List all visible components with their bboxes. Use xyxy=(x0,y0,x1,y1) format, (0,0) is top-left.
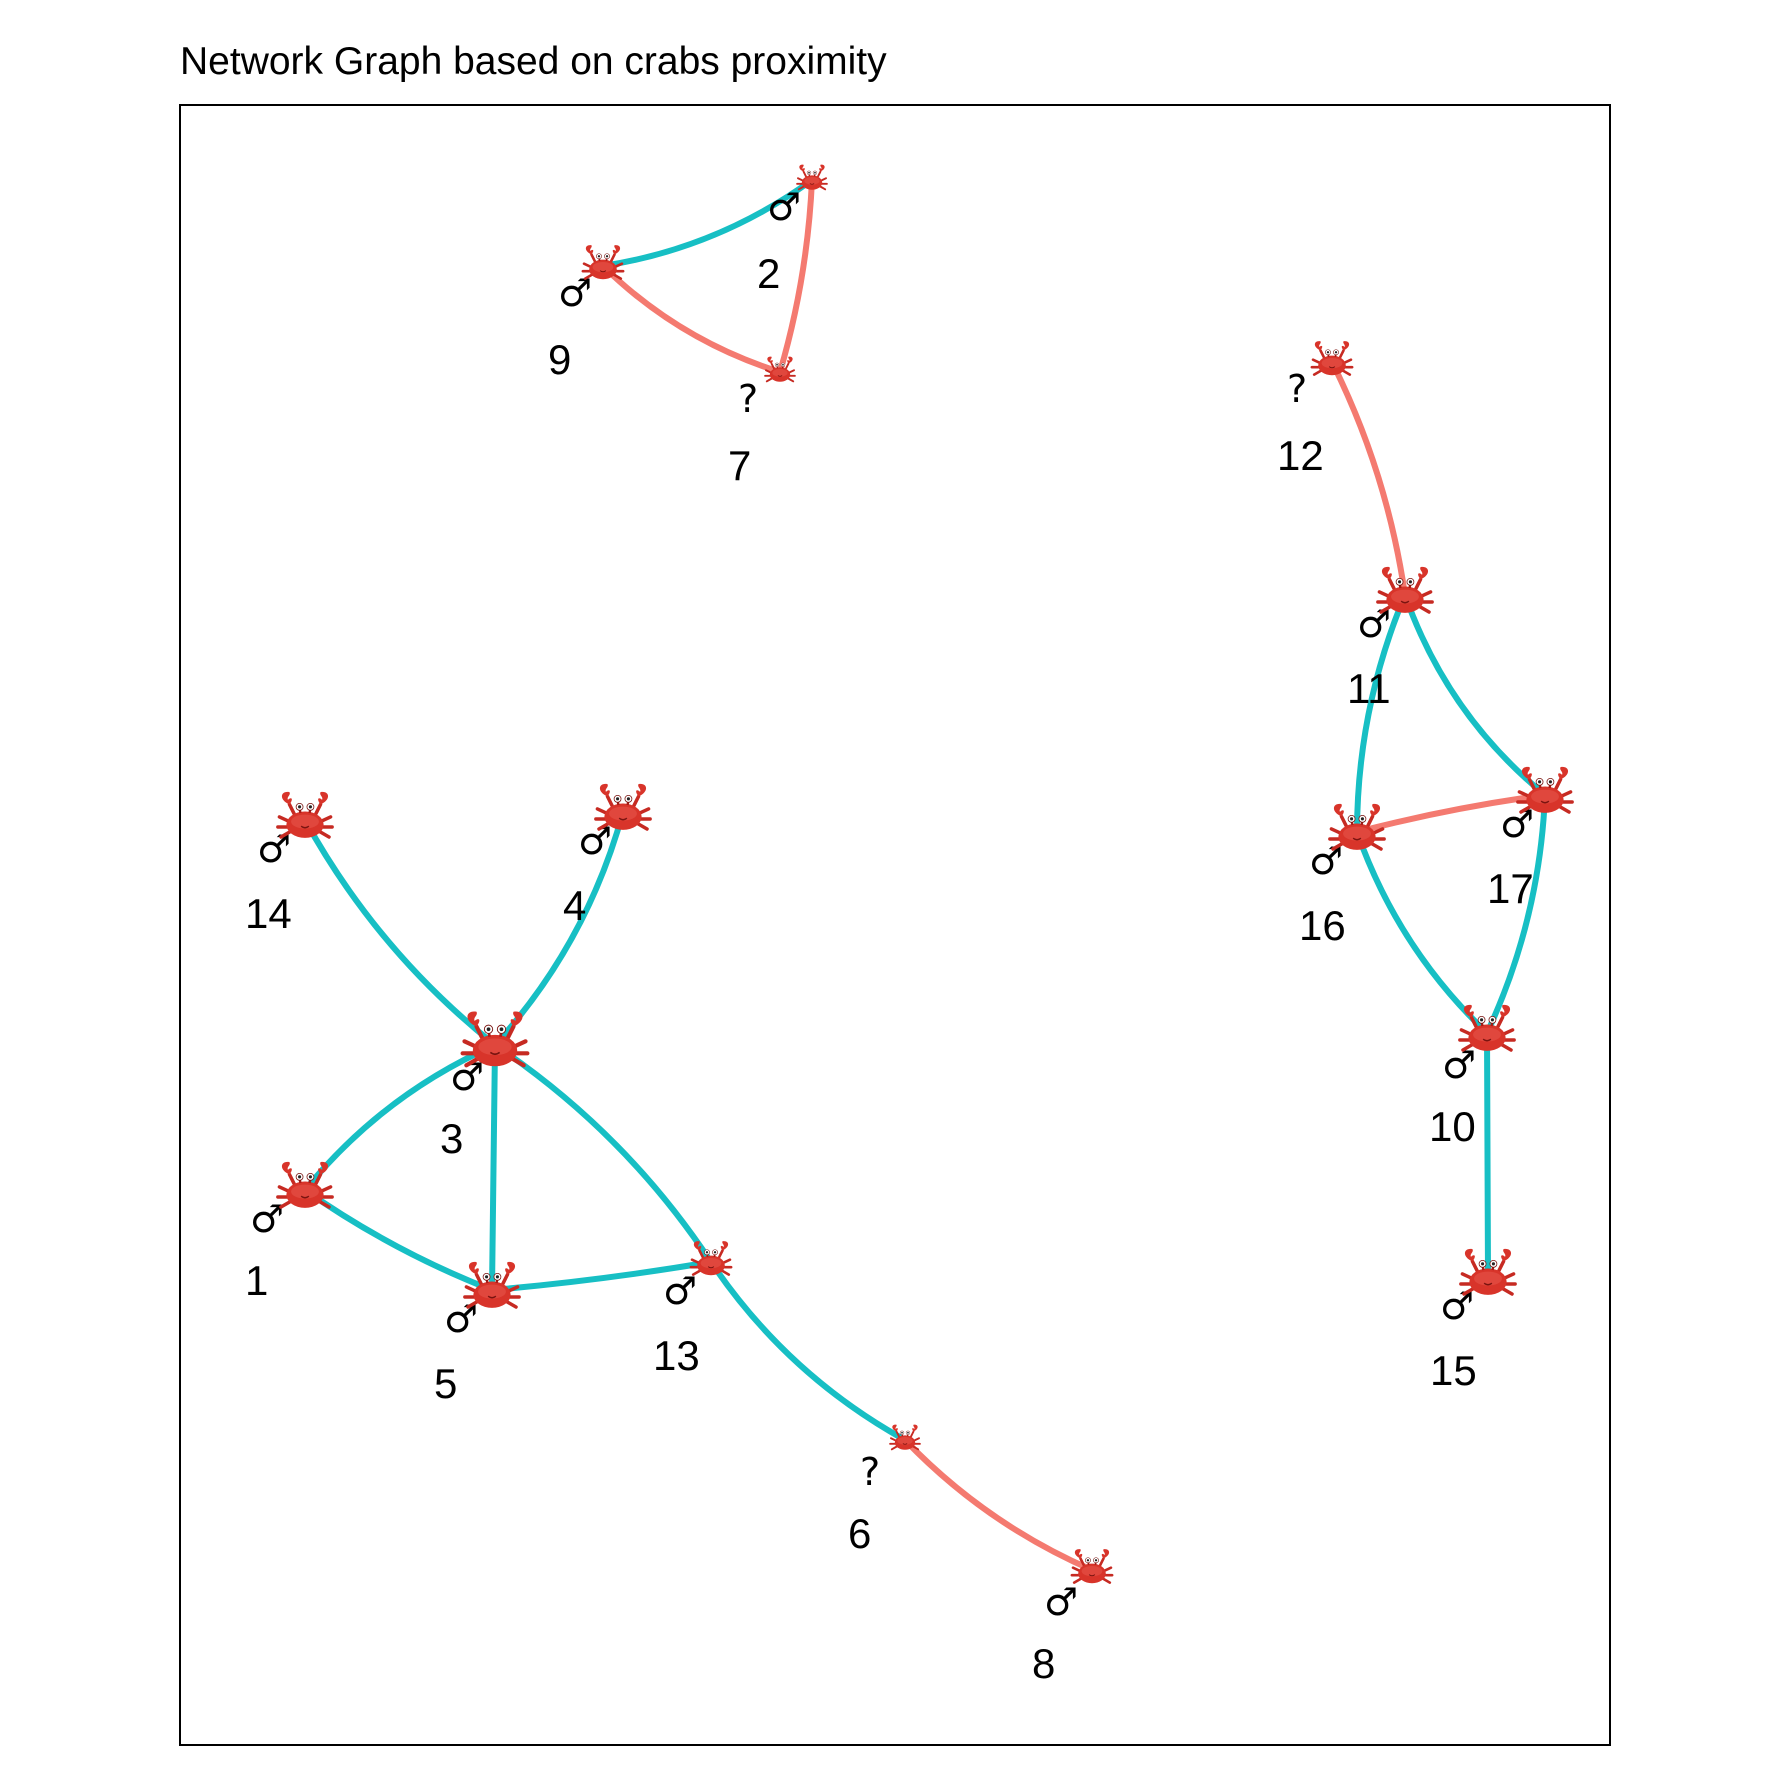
chart-title: Network Graph based on crabs proximity xyxy=(180,40,887,83)
edge-16-17 xyxy=(1354,792,1548,835)
edge-6-8 xyxy=(902,1437,1095,1573)
node-15-label: 15 xyxy=(1430,1347,1477,1394)
edge-11-16 xyxy=(1354,592,1408,835)
plot-frame xyxy=(179,104,1611,1746)
edge-14-3 xyxy=(302,817,498,1048)
edge-10-15 xyxy=(1484,1030,1491,1280)
edge-16-10 xyxy=(1354,829,1490,1036)
labels-layer: ♂1♂2♂3♂4♂5?6?7♂8♂9♂10♂11?12♂13♂14♂15♂16♂… xyxy=(245,185,1534,1687)
node-3-sex-symbol: ♂ xyxy=(450,1055,484,1099)
node-8-label: 8 xyxy=(1032,1640,1055,1687)
node-11-label: 11 xyxy=(1347,665,1391,712)
node-8-sex-symbol: ♂ xyxy=(1044,1580,1078,1624)
node-1-sex-symbol: ♂ xyxy=(250,1197,284,1241)
edges-layer xyxy=(302,177,1548,1573)
node-7-label: 7 xyxy=(728,442,751,489)
node-7-sex-symbol: ? xyxy=(738,377,758,421)
edge-13-6 xyxy=(708,1259,908,1443)
node-6-label: 6 xyxy=(848,1510,871,1557)
node-6-sex-symbol: ? xyxy=(860,1450,880,1494)
edge-3-13 xyxy=(492,1042,714,1265)
node-14-label: 14 xyxy=(245,890,292,937)
edge-11-17 xyxy=(1402,592,1548,798)
node-2-sex-symbol: ♂ xyxy=(767,185,801,229)
edge-17-10 xyxy=(1484,792,1548,1036)
node-13-label: 13 xyxy=(653,1332,700,1379)
node-16-label: 16 xyxy=(1299,902,1346,949)
node-13-sex-symbol: ♂ xyxy=(663,1269,697,1313)
node-10-sex-symbol: ♂ xyxy=(1442,1043,1476,1087)
node-3-label: 3 xyxy=(440,1115,463,1162)
node-2-label: 2 xyxy=(757,250,780,297)
edge-9-2 xyxy=(600,177,815,269)
edge-2-7 xyxy=(777,177,815,375)
node-5-label: 5 xyxy=(434,1360,457,1407)
crab-icon-node-12 xyxy=(1310,339,1354,377)
node-10-label: 10 xyxy=(1429,1103,1476,1150)
node-17-label: 17 xyxy=(1487,865,1534,912)
nodes-layer xyxy=(276,163,1574,1585)
edge-12-11 xyxy=(1329,359,1408,598)
node-4-label: 4 xyxy=(563,882,586,929)
node-12-label: 12 xyxy=(1277,432,1324,479)
edge-9-7 xyxy=(600,263,783,375)
edge-3-5 xyxy=(489,1042,498,1293)
node-12-sex-symbol: ? xyxy=(1287,367,1307,411)
edge-1-5 xyxy=(302,1187,495,1293)
node-9-label: 9 xyxy=(548,336,571,383)
node-1-label: 1 xyxy=(245,1257,268,1304)
